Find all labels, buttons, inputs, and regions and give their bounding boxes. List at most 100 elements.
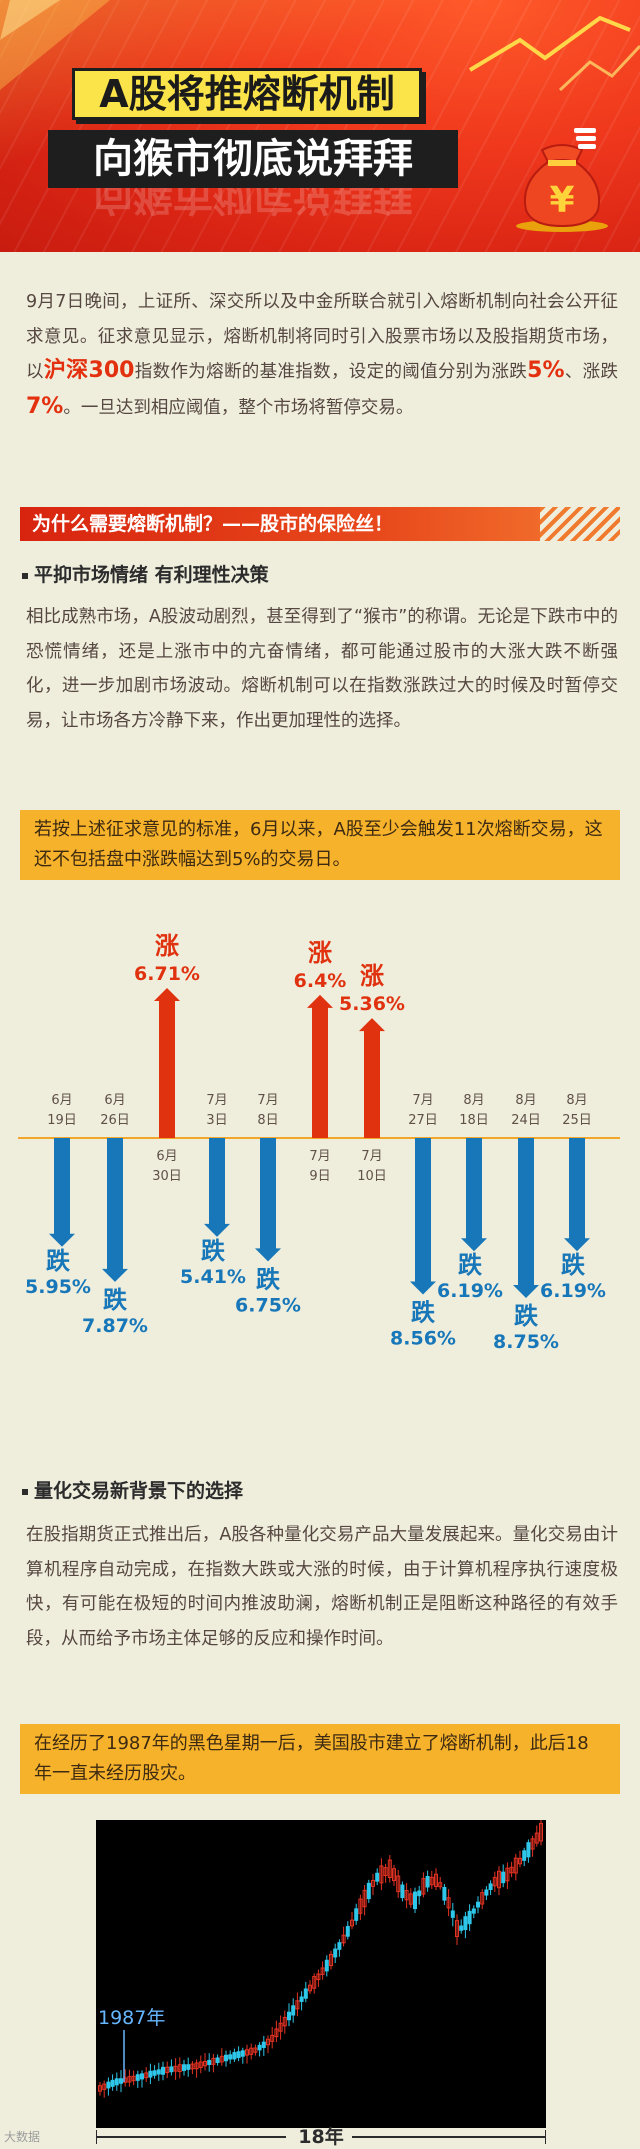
candle-body: [442, 1886, 447, 1901]
annotation-1987: 1987年: [98, 2007, 166, 2029]
bar-label-value: 5.36%: [339, 993, 405, 1015]
candle-body: [421, 1878, 426, 1895]
candle-body: [392, 1868, 396, 1881]
bar-label-value: 5.95%: [25, 1276, 91, 1298]
bar-label-value: 7.87%: [82, 1315, 148, 1337]
date-day: 19日: [47, 1113, 77, 1128]
bar-label-word: 涨: [155, 932, 179, 960]
candle-body: [177, 2064, 182, 2073]
bar-label-value: 6.19%: [540, 1280, 606, 1302]
candle-body: [320, 1967, 325, 1975]
candle-body: [488, 1883, 493, 1890]
candle-body: [198, 2061, 203, 2068]
candle-body: [425, 1875, 430, 1888]
intro-text-1: 9月7日晚间，上证所、深交所以及中金所联合就引入熔断机制向社会公开征求意见。征求…: [26, 292, 618, 382]
candle-body: [471, 1908, 476, 1914]
date-month: 8月: [566, 1093, 587, 1108]
date-day: 25日: [562, 1113, 592, 1128]
section-banner-text: 为什么需要熔断机制？——股市的保险丝！: [32, 513, 394, 535]
candle-body: [232, 2052, 237, 2060]
circuit-breaker-bar-chart: 跌5.95%6月19日跌7.87%6月26日涨6.71%6月30日跌5.41%7…: [18, 932, 620, 1353]
bar-down: [564, 1138, 590, 1252]
candle-body: [190, 2063, 195, 2070]
candle-body: [144, 2072, 149, 2079]
date-day: 9日: [309, 1169, 330, 1184]
candle-body: [522, 1850, 527, 1861]
intro-text-2: 指数作为熔断的基准指数，设定的阈值分别为涨跌: [134, 362, 528, 382]
bar-up: [359, 1018, 385, 1138]
bar-label-value: 8.56%: [390, 1328, 456, 1350]
date-day: 30日: [152, 1169, 182, 1184]
intro-text-4: 。一旦达到相应阈值，整个市场将暂停交易。: [63, 397, 414, 418]
candle-body: [438, 1882, 443, 1888]
date-month: 7月: [361, 1149, 382, 1164]
bar-label-word: 跌: [411, 1299, 436, 1327]
bar-label-value: 6.19%: [437, 1280, 503, 1302]
candle-body: [135, 2074, 140, 2081]
candle-body: [165, 2066, 170, 2073]
bar-label-value: 6.75%: [235, 1294, 301, 1316]
candle-body: [539, 1822, 543, 1842]
candle-body: [266, 2038, 270, 2046]
candle-body: [505, 1867, 510, 1882]
bar-down: [102, 1138, 128, 1282]
candle-body: [148, 2070, 153, 2078]
candle-body: [169, 2066, 174, 2073]
candle-body: [362, 1889, 367, 1908]
bar-down: [410, 1138, 436, 1295]
bar-up: [154, 988, 180, 1138]
bar-label-word: 跌: [514, 1302, 539, 1330]
intro-threshold-2: 7%: [26, 393, 64, 419]
candle-body: [119, 2078, 123, 2084]
note-box-1: 若按上述征求意见的标准，6月以来，A股至少会触发11次熔断交易，这还不包括盘中涨…: [20, 810, 620, 880]
date-month: 6月: [104, 1093, 125, 1108]
date-day: 27日: [408, 1113, 438, 1128]
candle-body: [186, 2064, 191, 2070]
intro-text-3: 、涨跌: [564, 362, 619, 382]
candle-body: [497, 1870, 501, 1889]
candle-body: [429, 1876, 434, 1886]
candle-body: [152, 2070, 157, 2076]
candle-body: [404, 1890, 409, 1901]
intro-threshold-1: 5%: [527, 358, 565, 383]
bar-down: [513, 1138, 539, 1298]
bar-label-word: 涨: [308, 939, 332, 967]
candle-body: [316, 1973, 321, 1981]
bar-label-word: 跌: [103, 1286, 128, 1314]
date-day: 24日: [511, 1113, 541, 1128]
candle-body: [379, 1865, 384, 1884]
candle-body: [127, 2076, 132, 2083]
candle-body: [299, 1996, 304, 2002]
candle-body: [182, 2064, 186, 2071]
bar-label-value: 8.75%: [493, 1331, 559, 1353]
section-banner: 为什么需要熔断机制？——股市的保险丝！: [20, 505, 620, 543]
subheading-2: 量化交易新背景下的选择: [22, 1478, 243, 1504]
span-bracket: [96, 2130, 546, 2144]
date-day: 18日: [459, 1113, 489, 1128]
candle-body: [513, 1857, 518, 1874]
bar-up: [307, 994, 333, 1138]
candle-body: [345, 1926, 350, 1937]
date-month: 8月: [463, 1093, 484, 1108]
candle-body: [534, 1832, 539, 1844]
square-bullet-icon: [22, 572, 28, 579]
note-1-text: 若按上述征求意见的标准，6月以来，A股至少会触发11次熔断交易，这还不包括盘中涨…: [34, 819, 603, 870]
candle-body: [98, 2085, 102, 2092]
title-line1: A股将推熔断机制: [99, 72, 395, 116]
candle-body: [102, 2083, 107, 2090]
bar-down: [461, 1138, 487, 1252]
date-month: 7月: [257, 1093, 278, 1108]
candle-body: [354, 1908, 359, 1921]
span-label-18-years: 18年: [298, 2126, 344, 2148]
candle-body: [509, 1866, 514, 1874]
candle-body: [341, 1934, 346, 1944]
candle-body: [203, 2060, 207, 2067]
candle-body: [278, 2022, 283, 2032]
watermark: 大数据: [4, 2130, 41, 2144]
bar-label-word: 跌: [201, 1237, 226, 1265]
candle-body: [459, 1925, 464, 1931]
subheading-1-text: 平抑市场情绪 有利理性决策: [34, 564, 269, 586]
candle-body: [492, 1876, 497, 1887]
candle-body: [446, 1897, 451, 1909]
candle-body: [350, 1919, 354, 1927]
